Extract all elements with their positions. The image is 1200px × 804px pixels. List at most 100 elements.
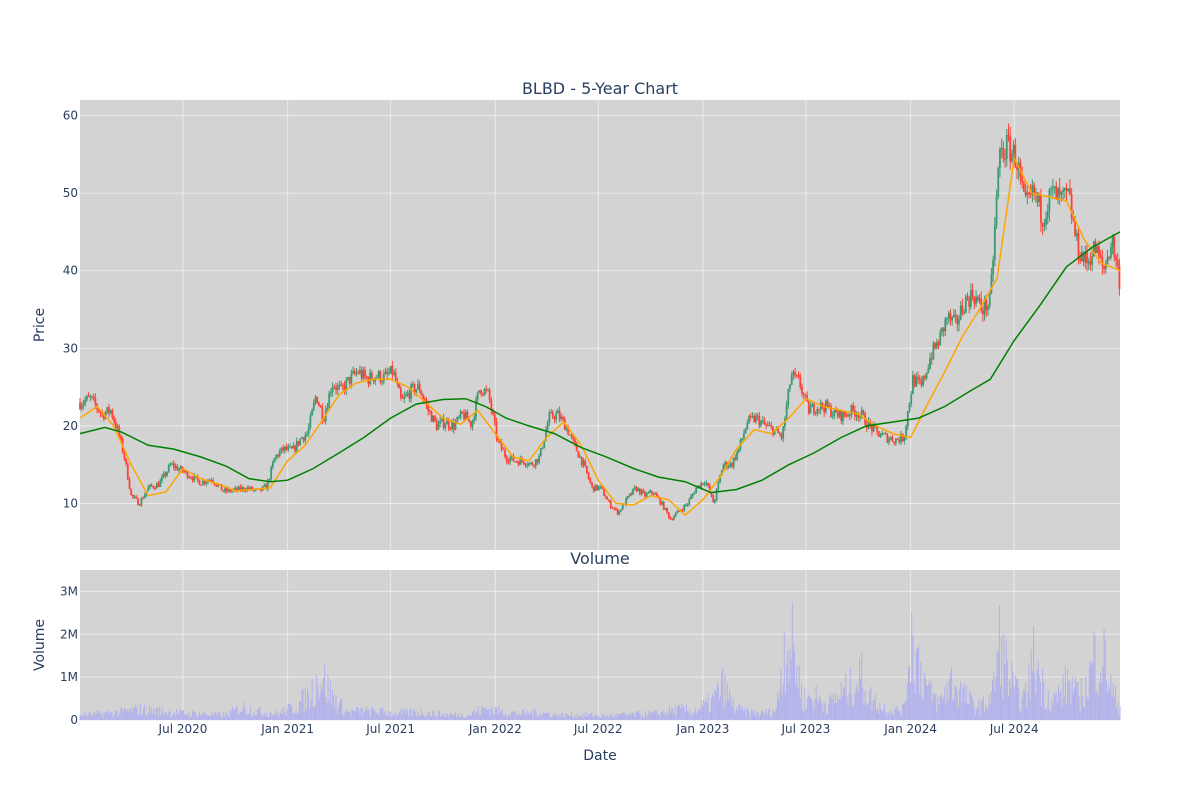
candle-body [778,432,781,435]
candle-body [1067,188,1070,191]
volume-bar [1078,696,1080,720]
volume-bar [214,711,216,720]
volume-bar [771,716,773,720]
candle-body [388,373,390,375]
candle-body [813,404,815,414]
volume-bar [261,715,263,720]
candle-body [106,407,109,413]
candle-body [980,298,983,311]
candle-body [847,414,849,417]
volume-bar [629,713,631,720]
candle-body [242,487,245,491]
candlestick-series [79,123,1121,521]
volume-bar [449,713,451,720]
candle-body [903,436,906,442]
candle-body [415,389,418,394]
candle-body [988,292,991,307]
volume-bar [744,708,746,720]
candle-body [352,370,354,374]
volume-bar [563,716,565,720]
volume-bar [916,647,918,720]
volume-bar [1070,703,1072,720]
candle-body [307,427,310,434]
candle-body [1098,246,1100,256]
volume-bar [409,709,411,720]
candle-body [970,289,972,307]
volume-bar [989,702,991,720]
volume-bar [698,708,700,720]
volume-bar [255,715,257,720]
candle-body [807,401,810,414]
volume-bar [501,709,503,720]
candle-body [159,480,162,487]
candle-body [1012,144,1015,154]
candle-body [900,433,902,443]
candle-body [655,493,658,497]
volume-bar [790,659,792,720]
volume-bar [125,708,127,720]
volume-bar [649,712,651,720]
x-tick-label: Jul 2023 [781,722,831,736]
candle-body [879,435,882,437]
volume-bar [334,707,336,720]
candle-body [1091,256,1094,265]
candle-body [92,397,95,399]
volume-bar [330,705,332,720]
volume-bar [1056,702,1058,720]
volume-bar [828,703,830,720]
volume-bar [860,678,862,720]
volume-bar [626,714,628,720]
candle-body [1099,255,1102,258]
volume-bar [333,694,335,720]
volume-bar [394,711,396,720]
volume-bar [850,694,852,720]
volume-bar [817,702,819,720]
candle-body [505,456,508,462]
volume-bar [387,711,389,720]
volume-bar [376,714,378,720]
volume-bar [881,711,883,720]
volume-bar [506,716,508,720]
x-tick-label: Jul 2024 [989,722,1039,736]
candle-body [341,384,344,386]
candle-body [516,461,518,463]
volume-bar [726,683,728,720]
volume-bar [519,715,521,720]
candle-body [968,298,971,307]
candle-body [410,384,413,399]
volume-bar [928,680,930,720]
volume-bar [936,712,938,720]
candle-body [360,370,363,379]
candle-body [333,387,336,389]
volume-bar [655,710,657,720]
candle-body [661,501,663,505]
volume-bar [621,713,623,720]
volume-bar [466,716,468,720]
price-chart-title: BLBD - 5-Year Chart [522,79,678,98]
candle-body [123,452,126,459]
volume-bar [349,712,351,720]
candle-body [263,484,266,487]
candle-body [613,508,616,510]
volume-bar [146,716,148,720]
candle-body [469,421,472,427]
candle-body [568,434,571,436]
candle-body [116,426,119,429]
volume-bar [280,709,282,720]
candle-body [761,420,764,422]
volume-bar [478,714,480,720]
volume-bar [220,716,222,720]
candle-body [1034,192,1037,194]
candle-body [770,425,773,427]
candle-body [772,426,774,435]
volume-bar [302,688,304,720]
volume-bar [548,712,550,720]
candle-body [703,483,706,485]
candle-body [671,519,674,521]
candle-body [842,411,844,421]
volume-bar [152,713,154,720]
candle-body [691,493,694,497]
candle-body [87,395,90,397]
volume-bar [941,699,943,720]
